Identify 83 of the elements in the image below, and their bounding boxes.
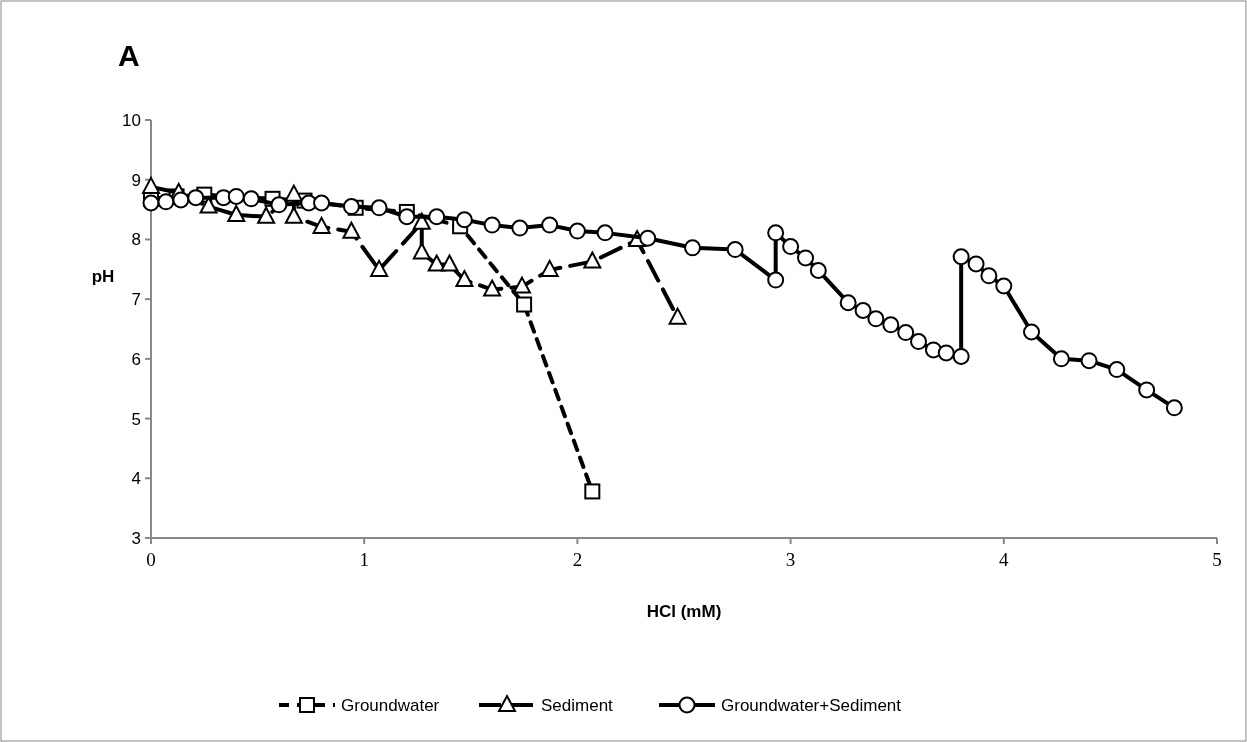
point	[512, 276, 531, 294]
y-tick-label: 4	[131, 469, 141, 489]
x-axis-title: HCl (mM)	[646, 602, 722, 621]
point	[980, 267, 998, 285]
point	[952, 347, 970, 365]
point	[398, 208, 416, 226]
point	[242, 190, 260, 208]
point	[937, 344, 955, 362]
point	[511, 219, 529, 237]
point	[839, 294, 857, 312]
point	[516, 296, 533, 313]
point	[370, 199, 388, 217]
point	[157, 193, 175, 211]
point	[1108, 361, 1126, 379]
point	[142, 194, 160, 212]
point	[882, 316, 900, 334]
point	[172, 191, 190, 209]
point	[370, 259, 389, 277]
point	[284, 184, 303, 202]
point	[726, 241, 744, 259]
point	[412, 242, 431, 260]
point	[767, 224, 785, 242]
legend-label: Groundwater+Sediment	[721, 695, 902, 715]
point	[455, 270, 474, 288]
chart-title: A	[118, 39, 140, 72]
point	[541, 216, 559, 234]
point	[313, 194, 331, 212]
point	[797, 249, 815, 267]
y-tick-label: 5	[131, 409, 141, 429]
point	[639, 229, 657, 247]
legend-label: Groundwater	[341, 695, 440, 715]
point	[854, 301, 872, 319]
point	[782, 238, 800, 256]
y-axis-title: pH	[91, 267, 115, 286]
point	[142, 176, 160, 194]
y-tick-label: 7	[131, 290, 141, 310]
x-tick-label: 5	[1212, 549, 1222, 570]
point	[668, 307, 687, 325]
point	[227, 187, 245, 205]
point	[1080, 352, 1098, 370]
point	[342, 221, 361, 239]
point	[342, 198, 360, 216]
y-tick-label: 3	[131, 528, 141, 548]
point	[584, 483, 601, 500]
point	[596, 224, 614, 242]
point	[284, 206, 303, 224]
point	[312, 216, 331, 234]
x-tick-label: 3	[785, 549, 796, 570]
legend-label: Sediment	[541, 695, 614, 715]
point	[483, 216, 501, 234]
point	[1023, 323, 1041, 341]
point	[257, 206, 276, 224]
point	[1165, 399, 1183, 417]
point	[1138, 381, 1156, 399]
point	[412, 212, 431, 230]
point	[952, 248, 970, 266]
x-tick-label: 1	[359, 549, 369, 570]
point	[809, 261, 827, 279]
point	[270, 196, 288, 214]
point	[227, 204, 246, 222]
point	[568, 222, 586, 240]
point	[910, 333, 928, 351]
x-tick-label: 4	[999, 549, 1010, 570]
point	[540, 259, 559, 277]
y-tick-label: 6	[131, 349, 141, 369]
x-tick-label: 0	[146, 549, 156, 570]
point	[428, 208, 446, 226]
point	[483, 279, 502, 297]
point	[440, 254, 459, 272]
point	[455, 211, 473, 229]
y-tick-label: 9	[131, 170, 141, 190]
point	[684, 239, 702, 257]
point	[867, 310, 885, 328]
y-tick-label: 10	[122, 110, 141, 130]
point	[967, 255, 985, 273]
point	[767, 271, 785, 289]
point	[897, 324, 915, 342]
point	[187, 189, 205, 207]
point	[1052, 350, 1070, 368]
point	[995, 277, 1013, 295]
x-tick-label: 2	[572, 549, 583, 570]
point	[583, 251, 602, 269]
y-tick-label: 8	[131, 230, 141, 250]
